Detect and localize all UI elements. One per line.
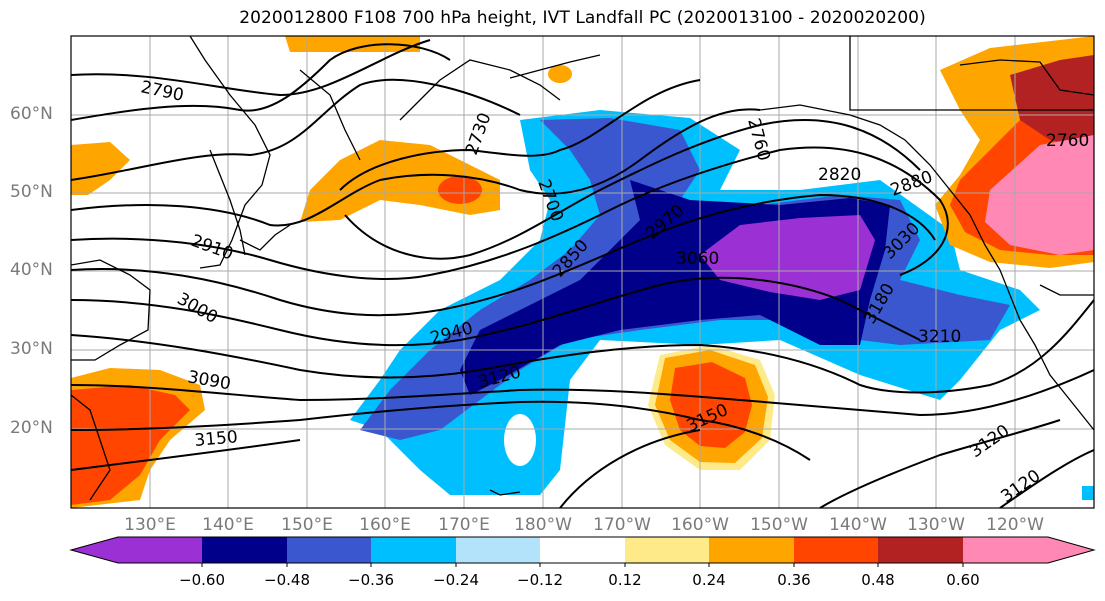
shading-layer [71,36,1094,508]
pos-shade-ne-pacific-pink [985,135,1094,255]
contour-label: 3120 [997,466,1044,507]
colorbar-tick-label: 0.12 [608,571,642,589]
lon-label: 120°W [986,515,1044,535]
lat-label: 50°N [10,182,53,202]
pos-shade-corner [1082,486,1094,500]
contour-label: 2820 [818,165,861,185]
colorbar-segment [287,537,371,563]
lon-label: 130°E [124,515,176,535]
colorbar-segment [709,537,794,563]
pos-shade-sw-red [71,385,190,505]
colorbar-segment [118,537,202,563]
pos-shade-small [548,65,572,83]
colorbar-extend-low [71,537,118,563]
colorbar-tick-label: −0.48 [264,571,310,589]
contour-label: 2760 [1046,131,1089,151]
colorbar-segment [456,537,540,563]
lon-label: 150°E [281,515,333,535]
lon-label: 170°W [593,515,651,535]
lon-label: 180°W [514,515,572,535]
colorbar-extend-high [1048,537,1094,563]
island-hole [504,414,536,466]
colorbar-segment [794,537,878,563]
lat-label: 20°N [10,418,53,438]
contour-label: 2880 [888,167,935,201]
pos-shade-ne-pacific-dark [1010,55,1094,150]
lon-label: 130°W [907,515,965,535]
contour-label: 3000 [174,289,221,328]
contour-label: 3060 [676,249,719,269]
lat-label: 40°N [10,260,53,280]
lon-label: 170°E [438,515,490,535]
colorbar-segment [625,537,709,563]
colorbar-tick-label: −0.12 [517,571,563,589]
lon-label: 150°W [750,515,808,535]
pos-shade-okhotsk-red [438,176,482,204]
lon-label: 160°W [671,515,729,535]
lat-label: 30°N [10,339,53,359]
height-contours [71,39,1094,508]
contour-label: 3150 [194,427,239,451]
colorbar-segment [202,537,287,563]
contour-label: 3210 [918,327,961,347]
lon-label: 140°W [829,515,887,535]
colorbar-tick-label: −0.60 [179,571,225,589]
pos-shade-north-edge [285,36,420,52]
colorbar-tick-label: −0.36 [348,571,394,589]
contour-label: 2730 [462,110,496,157]
colorbar-tick-label: 0.36 [777,571,811,589]
lat-label: 60°N [10,104,53,124]
contour-label: 3120 [966,421,1013,462]
colorbar-segment [963,537,1048,563]
lon-label: 140°E [202,515,254,535]
coastlines [71,36,1094,501]
contour-label: 2910 [188,231,235,265]
colorbar-outline [69,536,1096,564]
colorbar-segment [540,537,625,563]
colorbar-tick-label: −0.24 [433,571,479,589]
colorbar-segment [371,537,456,563]
colorbar-tick-label: 0.60 [946,571,980,589]
colorbar [69,536,1096,567]
pos-shade-west [71,142,130,195]
colorbar-segment [878,537,963,563]
colorbar-tick-label: 0.24 [692,571,726,589]
lon-label: 160°E [359,515,411,535]
map-frame [70,35,1095,509]
colorbar-tick-label: 0.48 [861,571,895,589]
graticule [71,36,1094,508]
map-title: 2020012800 F108 700 hPa height, IVT Land… [239,8,926,28]
